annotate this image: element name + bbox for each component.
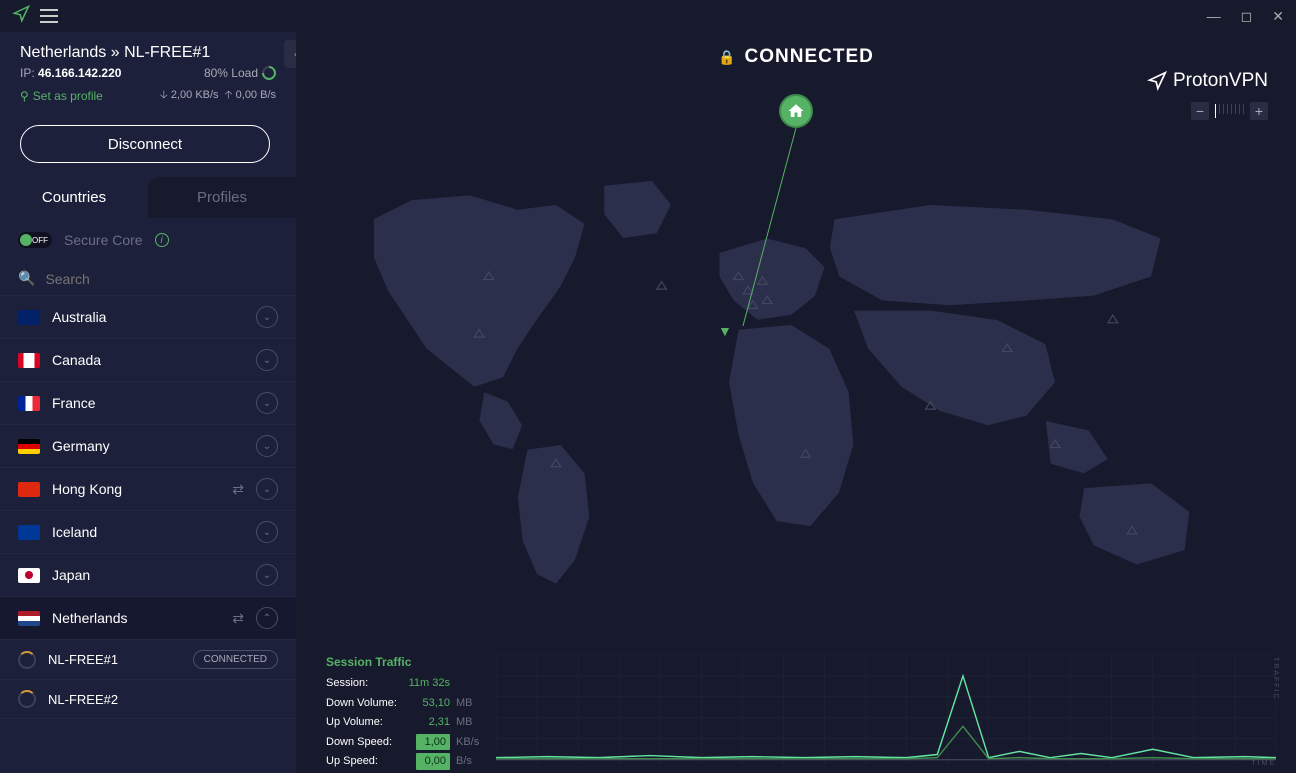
up-speed-label: Up Speed: <box>326 753 378 770</box>
session-value: 11m 32s <box>409 675 450 692</box>
brand-label: ProtonVPN <box>1147 70 1268 92</box>
sidebar: ‹ Netherlands » NL-FREE#1 IP: 46.166.142… <box>0 32 296 773</box>
flag-icon <box>18 568 40 583</box>
country-name: France <box>52 395 244 411</box>
load-text: 80% Load <box>204 66 258 80</box>
flag-icon <box>18 353 40 368</box>
minimize-button[interactable]: — <box>1207 8 1221 25</box>
down-vol-label: Down Volume: <box>326 695 397 712</box>
country-name: Iceland <box>52 524 244 540</box>
flag-icon <box>18 611 40 626</box>
country-name: Germany <box>52 438 244 454</box>
connected-badge: CONNECTED <box>193 650 278 669</box>
country-item[interactable]: Hong Kong ⇄ ⌄ <box>0 468 296 511</box>
speed-readout: 🡣 2,00 KB/s 🡡 0,00 B/s <box>160 86 276 105</box>
expand-icon[interactable]: ⌄ <box>256 306 278 328</box>
country-name: Japan <box>52 567 244 583</box>
country-item[interactable]: Iceland ⌄ <box>0 511 296 554</box>
expand-icon[interactable]: ⌃ <box>256 607 278 629</box>
country-item[interactable]: Japan ⌄ <box>0 554 296 597</box>
traffic-title: Session Traffic <box>326 655 476 669</box>
search-icon: 🔍 <box>18 270 35 287</box>
country-item[interactable]: Netherlands ⇄ ⌃ <box>0 597 296 640</box>
disconnect-button[interactable]: Disconnect <box>20 125 270 163</box>
search-input[interactable] <box>45 271 278 287</box>
country-name: Hong Kong <box>52 481 220 497</box>
flag-icon <box>18 439 40 454</box>
server-item[interactable]: NL-FREE#1 CONNECTED <box>0 640 296 680</box>
up-speed-value: 0,00 <box>416 753 450 770</box>
menu-icon[interactable] <box>40 9 58 23</box>
up-vol-value: 2,31 <box>429 714 450 731</box>
app-logo-icon <box>12 5 30 28</box>
expand-icon[interactable]: ⌄ <box>256 349 278 371</box>
server-name: NL-FREE#2 <box>48 692 278 707</box>
country-item[interactable]: Australia ⌄ <box>0 296 296 339</box>
country-item[interactable]: Germany ⌄ <box>0 425 296 468</box>
server-path: Netherlands » NL-FREE#1 <box>20 44 276 62</box>
info-icon[interactable]: i <box>155 233 169 247</box>
zoom-out-button[interactable]: − <box>1191 102 1209 120</box>
country-list[interactable]: Australia ⌄ Canada ⌄ France ⌄ Germany ⌄ … <box>0 296 296 773</box>
server-item[interactable]: NL-FREE#2 <box>0 680 296 719</box>
traffic-chart: TRAFFIC TIME <box>496 655 1276 765</box>
load-indicator-icon <box>259 63 279 83</box>
server-load-icon <box>18 651 36 669</box>
ip-value: 46.166.142.220 <box>38 66 121 80</box>
flag-icon <box>18 525 40 540</box>
maximize-button[interactable]: ◻ <box>1241 8 1253 25</box>
map-area[interactable]: 🔒 CONNECTED ▼ ProtonVPN − + <box>296 32 1296 773</box>
destination-marker-icon: ▼ <box>718 323 732 339</box>
sidebar-tabs: Countries Profiles <box>0 177 296 218</box>
down-speed-label: Down Speed: <box>326 734 392 751</box>
world-map <box>316 132 1276 623</box>
flag-icon <box>18 396 40 411</box>
titlebar: — ◻ ✕ <box>0 0 1296 32</box>
country-item[interactable]: Canada ⌄ <box>0 339 296 382</box>
connection-info: ‹ Netherlands » NL-FREE#1 IP: 46.166.142… <box>0 32 296 125</box>
expand-icon[interactable]: ⌄ <box>256 392 278 414</box>
secure-core-label: Secure Core <box>64 232 143 248</box>
zoom-control: − + <box>1191 102 1268 120</box>
axis-y-label: TRAFFIC <box>1273 657 1280 701</box>
home-pin-icon <box>779 94 813 128</box>
lock-icon: 🔒 <box>718 49 736 66</box>
country-name: Canada <box>52 352 244 368</box>
country-name: Netherlands <box>52 610 220 626</box>
zoom-in-button[interactable]: + <box>1250 102 1268 120</box>
secure-core-row: OFF Secure Core i <box>0 218 296 262</box>
close-button[interactable]: ✕ <box>1272 8 1284 25</box>
expand-icon[interactable]: ⌄ <box>256 521 278 543</box>
secure-core-toggle[interactable]: OFF <box>18 232 52 248</box>
server-load-icon <box>18 690 36 708</box>
connected-badge: 🔒 CONNECTED <box>718 46 874 68</box>
p2p-icon: ⇄ <box>232 610 244 627</box>
server-name: NL-FREE#1 <box>48 652 181 667</box>
session-label: Session: <box>326 675 368 692</box>
expand-icon[interactable]: ⌄ <box>256 435 278 457</box>
p2p-icon: ⇄ <box>232 481 244 498</box>
ip-label: IP: <box>20 66 35 80</box>
up-vol-label: Up Volume: <box>326 714 383 731</box>
expand-icon[interactable]: ⌄ <box>256 564 278 586</box>
zoom-ticks <box>1211 104 1248 118</box>
flag-icon <box>18 482 40 497</box>
down-speed-value: 1,00 <box>416 734 450 751</box>
down-vol-value: 53,10 <box>422 695 450 712</box>
flag-icon <box>18 310 40 325</box>
search-row: 🔍 <box>0 262 296 296</box>
set-as-profile-link[interactable]: ⚲ Set as profile <box>20 86 103 105</box>
tab-profiles[interactable]: Profiles <box>148 177 296 218</box>
tab-countries[interactable]: Countries <box>0 177 148 218</box>
expand-icon[interactable]: ⌄ <box>256 478 278 500</box>
axis-x-label: TIME <box>1251 760 1276 767</box>
country-item[interactable]: France ⌄ <box>0 382 296 425</box>
traffic-panel: Session Traffic Session: 11m 32s Down Vol… <box>296 643 1296 773</box>
country-name: Australia <box>52 309 244 325</box>
